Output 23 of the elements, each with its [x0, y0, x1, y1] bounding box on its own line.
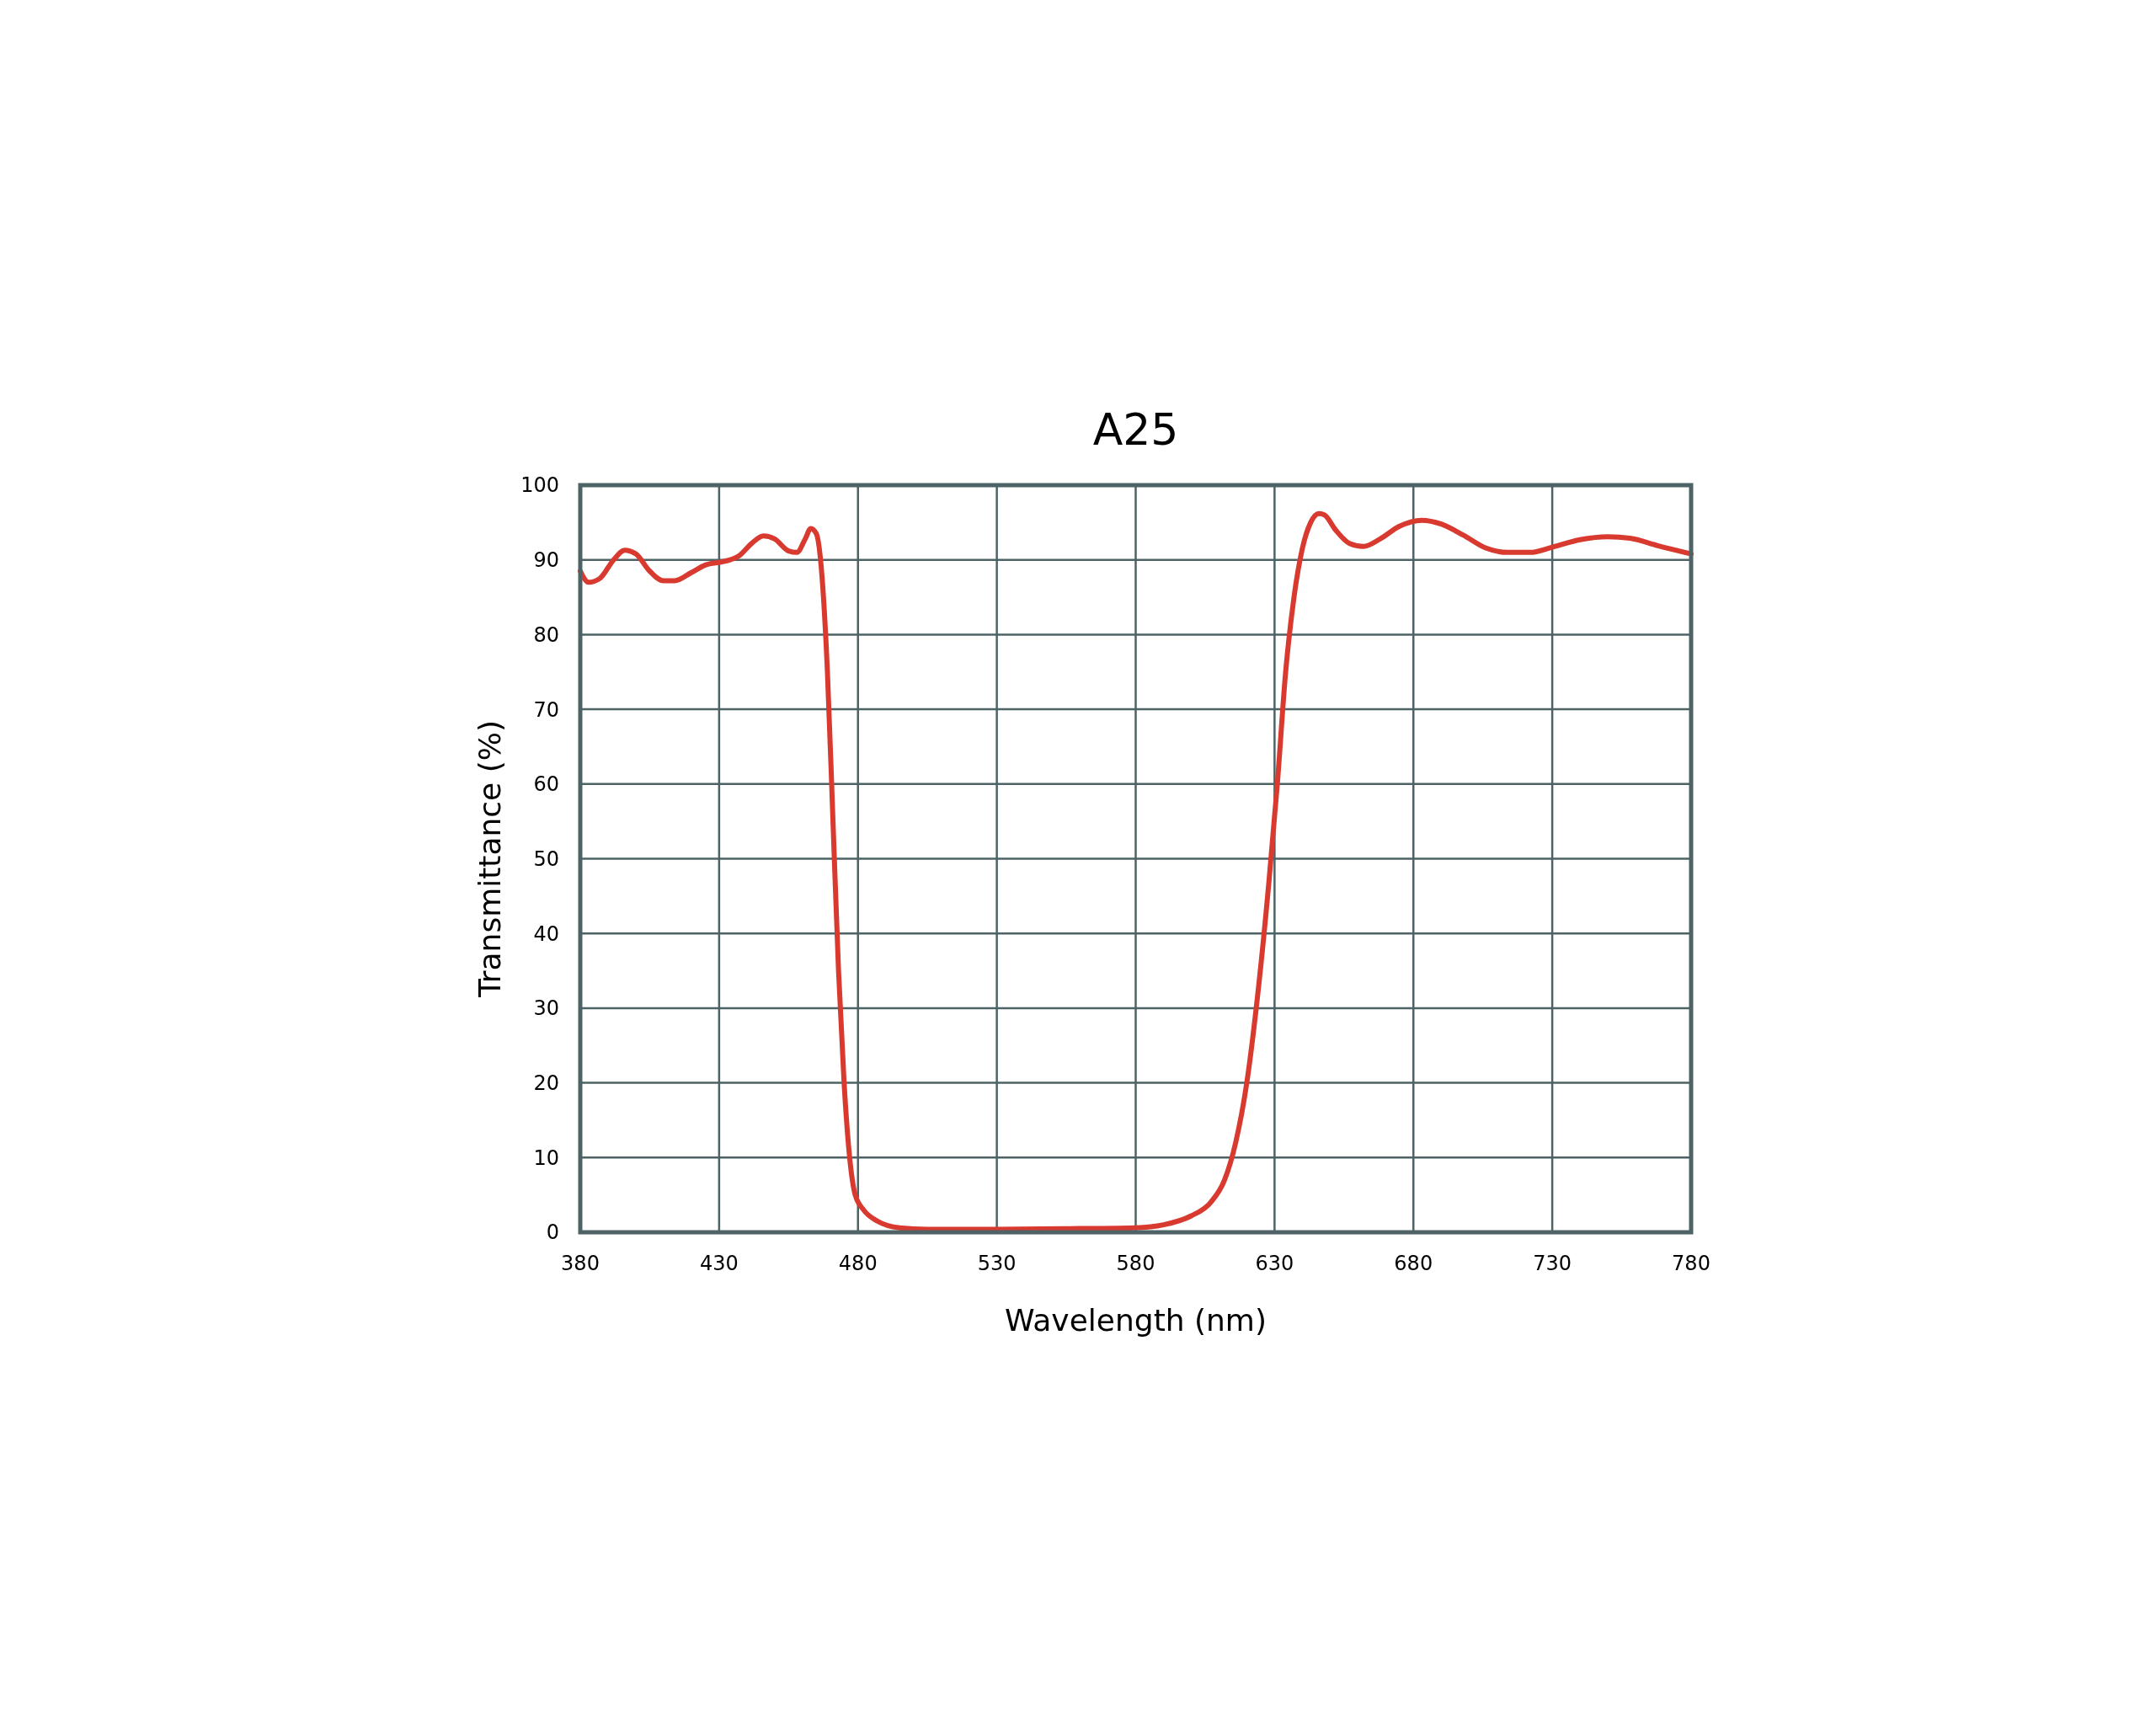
y-tick-label: 50 [533, 846, 559, 871]
y-tick-label: 90 [533, 548, 559, 573]
y-tick-label: 0 [546, 1220, 559, 1245]
y-tick-label: 70 [533, 697, 559, 722]
y-tick-label: 60 [533, 772, 559, 797]
y-tick-label: 10 [533, 1146, 559, 1170]
y-tick-label: 30 [533, 996, 559, 1021]
x-tick-label: 480 [838, 1252, 878, 1275]
y-tick-label: 100 [520, 473, 559, 498]
y-axis-title: Transmittance (%) [472, 720, 507, 998]
x-tick-label: 680 [1394, 1252, 1433, 1275]
x-tick-label: 780 [1672, 1252, 1710, 1275]
x-tick-label: 730 [1533, 1252, 1572, 1275]
y-tick-label: 40 [533, 921, 559, 946]
x-tick-label: 630 [1255, 1252, 1294, 1275]
x-tick-label: 380 [561, 1252, 600, 1275]
x-tick-label: 580 [1116, 1252, 1155, 1275]
x-tick-label: 430 [699, 1252, 739, 1275]
y-tick-label: 80 [533, 622, 559, 647]
x-axis-title: Wavelength (nm) [1005, 1303, 1267, 1338]
x-tick-label: 530 [977, 1252, 1017, 1275]
chart-title: A25 [1092, 404, 1179, 455]
y-tick-label: 20 [533, 1071, 559, 1095]
